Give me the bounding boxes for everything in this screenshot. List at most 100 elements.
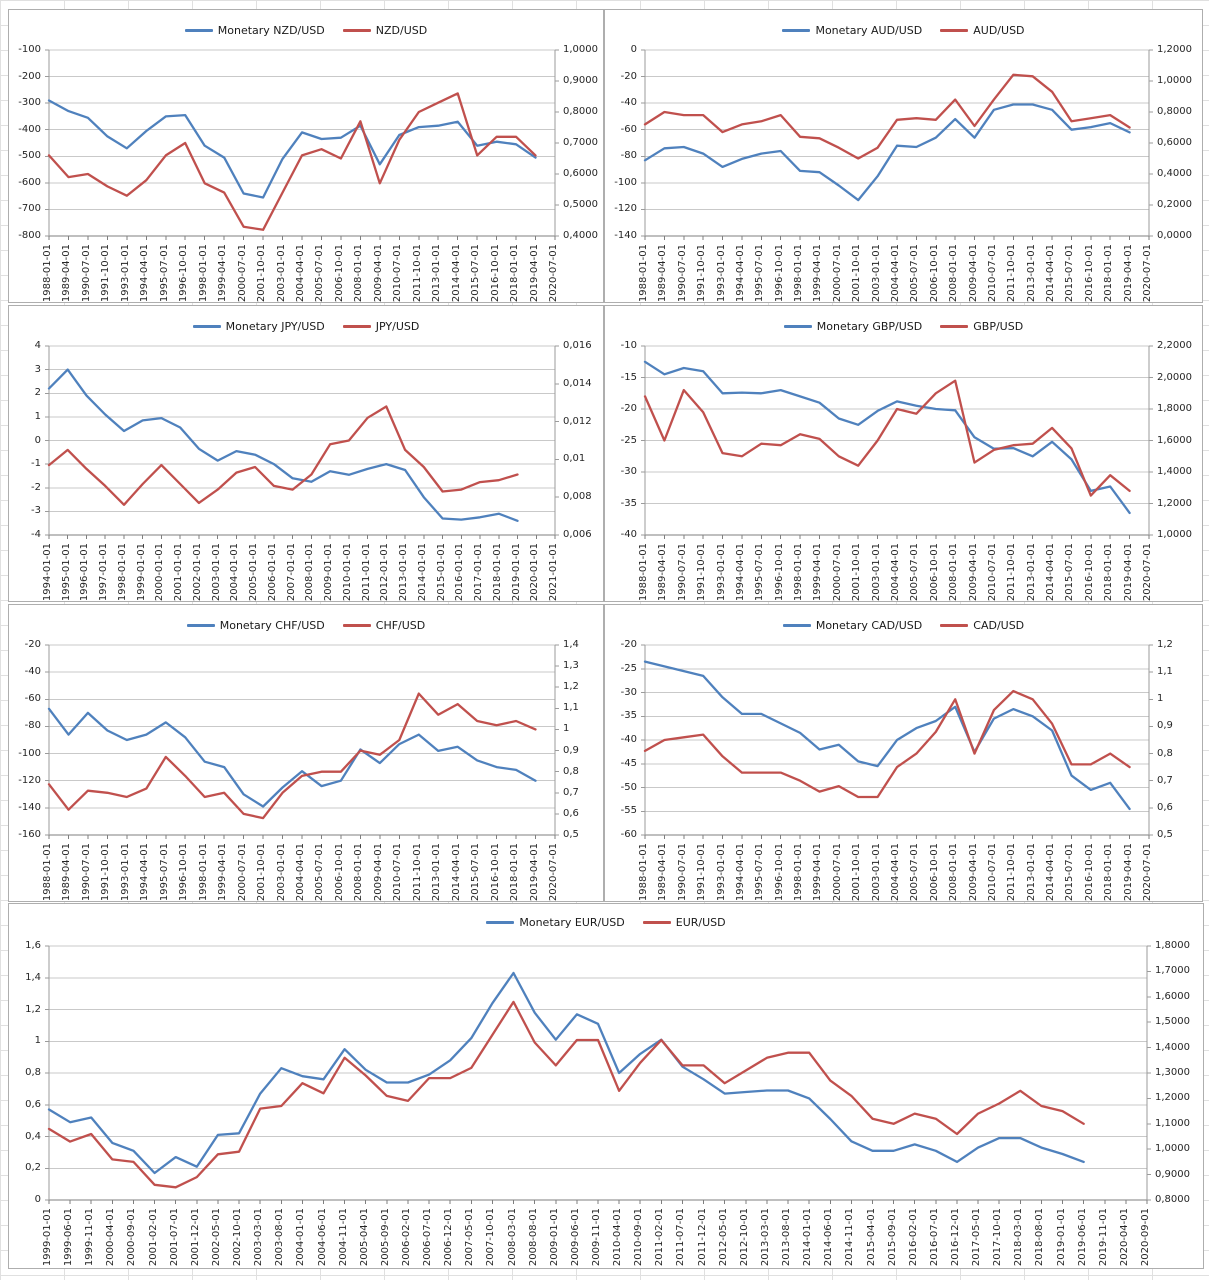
y-axis-left-label: -20 [620, 403, 637, 414]
y-axis-right-label: 0,8000 [563, 106, 598, 117]
x-axis-label: 2000-07-01 [831, 843, 843, 902]
x-axis-label: 2001-12-01 [189, 1208, 201, 1267]
x-axis-label: 2020-07-01 [1142, 543, 1153, 602]
y-axis-left-label: -20 [620, 70, 637, 82]
chart-monetary-aud-usd[interactable]: Monetary AUD/USD AUD/USD 0 -20 -40 -60 -80 -100… [604, 9, 1203, 303]
x-axis-label: 1994-04-01 [139, 244, 151, 303]
y-axis-right-label: 1,6000 [1157, 434, 1192, 446]
x-axis-label: 1999-06-01 [63, 1208, 75, 1267]
chart-monetary-chf-usd[interactable]: Monetary CHF/USD CHF/USD -20 -40 -60 -80 -100 -… [8, 604, 604, 902]
legend-item: JPY/USD [342, 320, 419, 333]
x-axis-label: 2000-09-01 [126, 1208, 138, 1267]
chart-monetary-gbp-usd[interactable]: Monetary GBP/USD GBP/USD -10 -15 -20 -25 -30 -3… [604, 305, 1203, 602]
x-axis-label: 2011-10-01 [1006, 543, 1018, 602]
y-axis-left-label: -1 [31, 458, 41, 470]
x-axis-label: 1996-10-01 [773, 843, 785, 902]
x-axis-label: 2001-10-01 [256, 244, 268, 303]
legend-item: CHF/USD [342, 619, 425, 632]
y-axis-right-label: 1 [1157, 693, 1164, 705]
y-axis-left-label: 1 [34, 1035, 41, 1047]
y-axis-left-label: -100 [18, 44, 41, 55]
chart-monetary-eur-usd[interactable]: Monetary EUR/USD EUR/USD 1,6 1,4 1,2 1 0,8 0,6 0… [8, 903, 1204, 1269]
legend-item: Monetary GBP/USD [783, 320, 922, 333]
x-axis-label: 2010-07-01 [986, 843, 998, 902]
y-axis-left-label: 1,6 [25, 940, 41, 951]
series-monetary-line [47, 99, 537, 199]
x-axis-label: 2008-01-01 [353, 244, 365, 303]
x-axis-label: 1993-01-01 [715, 543, 727, 602]
y-axis-right-label: 0,6 [1157, 801, 1173, 813]
y-axis-right-label: 0,8 [1157, 747, 1173, 759]
x-axis-label: 2020-07-01 [1142, 244, 1153, 303]
y-axis-left-label: -25 [620, 662, 637, 674]
x-axis-label: 2009-06-01 [569, 1208, 581, 1267]
x-axis-label: 2019-01-01 [1055, 1208, 1067, 1267]
series-rate-line [643, 73, 1131, 160]
series-rate-line [47, 92, 537, 231]
legend-line-swatch [783, 325, 812, 328]
legend-line-swatch [184, 29, 213, 32]
y-axis-right-label: 0,5 [563, 829, 579, 840]
legend-line-swatch [782, 624, 811, 627]
legend-line-swatch [782, 29, 811, 32]
x-axis-label: 2019-04-01 [1122, 843, 1134, 902]
x-axis-label: 1999-11-01 [84, 1208, 96, 1267]
x-axis-label: 2008-01-01 [948, 843, 960, 902]
legend-line-swatch [342, 624, 371, 627]
y-axis-right-label: 1,2000 [1157, 44, 1192, 55]
y-axis-left-label: -55 [620, 805, 637, 817]
x-axis-label: 2018-01-01 [1103, 244, 1115, 303]
x-axis-label: 1995-07-01 [754, 543, 766, 602]
y-axis-right-label: 0,9 [1157, 720, 1173, 732]
y-axis-left-label: -800 [18, 230, 41, 241]
x-axis-label: 2003-01-01 [870, 244, 882, 303]
x-axis-label: 2017-01-01 [473, 543, 485, 602]
y-axis-right-label: 1,0000 [1157, 529, 1192, 540]
x-axis-label: 2014-04-01 [450, 843, 462, 902]
y-axis-right-label: 0,9000 [563, 75, 598, 86]
x-axis-label: 1988-01-01 [638, 543, 649, 602]
x-axis-label: 1993-01-01 [119, 244, 131, 303]
y-axis-right-label: 0,4000 [563, 230, 598, 241]
legend-item: AUD/USD [940, 24, 1025, 37]
series-rate-line [47, 1000, 1085, 1189]
legend-line-swatch [342, 325, 371, 328]
x-axis-label: 2018-01-01 [509, 244, 521, 303]
x-axis-label: 2006-10-01 [928, 244, 940, 303]
y-axis-right-label: 0,6000 [563, 168, 598, 179]
x-axis-label: 2011-10-01 [1006, 843, 1018, 902]
y-axis-left-label: -35 [620, 710, 637, 722]
plot-area [45, 644, 559, 839]
chart-monetary-jpy-usd[interactable]: Monetary JPY/USD JPY/USD 4 3 2 1 0 -1 -2 -3 -4 0,01… [8, 305, 604, 602]
legend-item: Monetary JPY/USD [192, 320, 325, 333]
y-axis-right-label: 0,006 [563, 529, 592, 540]
x-axis-label: 1995-07-01 [754, 843, 766, 902]
x-axis-label: 2004-04-01 [295, 843, 306, 902]
x-axis-label: 2012-05-01 [717, 1208, 729, 1267]
x-axis-label: 1995-07-01 [158, 843, 170, 902]
y-axis-left-label: 0 [34, 1194, 41, 1205]
x-axis-label: 2000-01-01 [154, 543, 166, 602]
x-axis-label: 2019-04-01 [1122, 244, 1134, 303]
y-axis-left-label: -4 [31, 529, 41, 540]
chart-monetary-nzd-usd[interactable]: Monetary NZD/USD NZD/USD -100 -200 -300 -400 -… [8, 9, 604, 303]
x-axis-label: 2011-10-01 [411, 244, 423, 303]
x-axis-label: 1999-04-01 [812, 244, 824, 303]
x-axis-label: 2005-01-01 [248, 543, 260, 602]
y-axis-left-label: -100 [614, 176, 637, 188]
x-axis-label: 1996-10-01 [773, 244, 785, 303]
x-axis-label: 1988-01-01 [638, 843, 649, 902]
y-axis-right-label: 0,6 [563, 807, 579, 819]
x-axis-label: 2002-01-01 [191, 543, 203, 602]
y-axis-right-label: 1,1 [1157, 666, 1173, 678]
y-axis-right-label: 2,0000 [1157, 371, 1192, 383]
x-axis-label: 2003-01-01 [210, 543, 222, 602]
x-axis-label: 1989-04-01 [657, 244, 669, 303]
y-axis-left-label: -30 [620, 686, 637, 698]
chart-monetary-cad-usd[interactable]: Monetary CAD/USD CAD/USD -20 -25 -30 -35 -40 -4… [604, 604, 1203, 902]
x-axis-label: 2020-07-01 [1142, 843, 1153, 902]
y-axis-right-label: 0,2000 [1157, 199, 1192, 210]
y-axis-left-label: -20 [620, 639, 637, 650]
y-axis-left-label: -50 [620, 781, 637, 793]
x-axis-label: 2010-07-01 [986, 244, 998, 303]
